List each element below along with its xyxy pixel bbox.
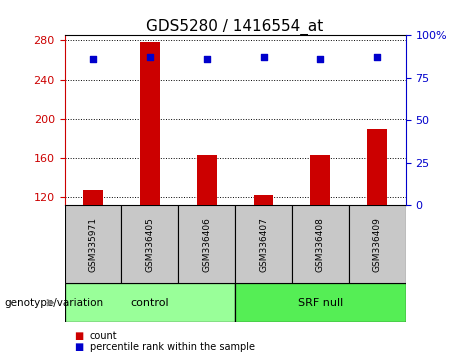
Bar xyxy=(83,190,103,205)
Text: ■: ■ xyxy=(74,331,83,341)
Bar xyxy=(254,195,273,205)
Text: GSM336406: GSM336406 xyxy=(202,217,211,272)
Point xyxy=(317,56,324,62)
Text: GSM336408: GSM336408 xyxy=(316,217,325,272)
Text: GSM336405: GSM336405 xyxy=(145,217,154,272)
Bar xyxy=(235,205,292,283)
Text: control: control xyxy=(130,298,169,308)
Point xyxy=(203,56,210,62)
Bar xyxy=(349,205,406,283)
Bar xyxy=(65,205,121,283)
Bar xyxy=(121,205,178,283)
Point xyxy=(146,55,154,60)
Bar xyxy=(367,129,387,205)
Text: SRF null: SRF null xyxy=(298,298,343,308)
Bar xyxy=(292,205,349,283)
Point xyxy=(373,55,381,60)
Bar xyxy=(140,42,160,205)
Point xyxy=(260,55,267,60)
Text: percentile rank within the sample: percentile rank within the sample xyxy=(90,342,255,352)
Text: ■: ■ xyxy=(74,342,83,352)
Text: GSM336409: GSM336409 xyxy=(373,217,382,272)
Bar xyxy=(235,283,406,322)
Bar xyxy=(197,155,217,205)
Text: count: count xyxy=(90,331,118,341)
Bar xyxy=(65,283,235,322)
Text: GSM336407: GSM336407 xyxy=(259,217,268,272)
Bar xyxy=(310,155,331,205)
Text: GSM335971: GSM335971 xyxy=(89,217,97,272)
Title: GDS5280 / 1416554_at: GDS5280 / 1416554_at xyxy=(147,19,324,35)
Text: genotype/variation: genotype/variation xyxy=(5,298,104,308)
Point xyxy=(89,56,97,62)
Bar xyxy=(178,205,235,283)
